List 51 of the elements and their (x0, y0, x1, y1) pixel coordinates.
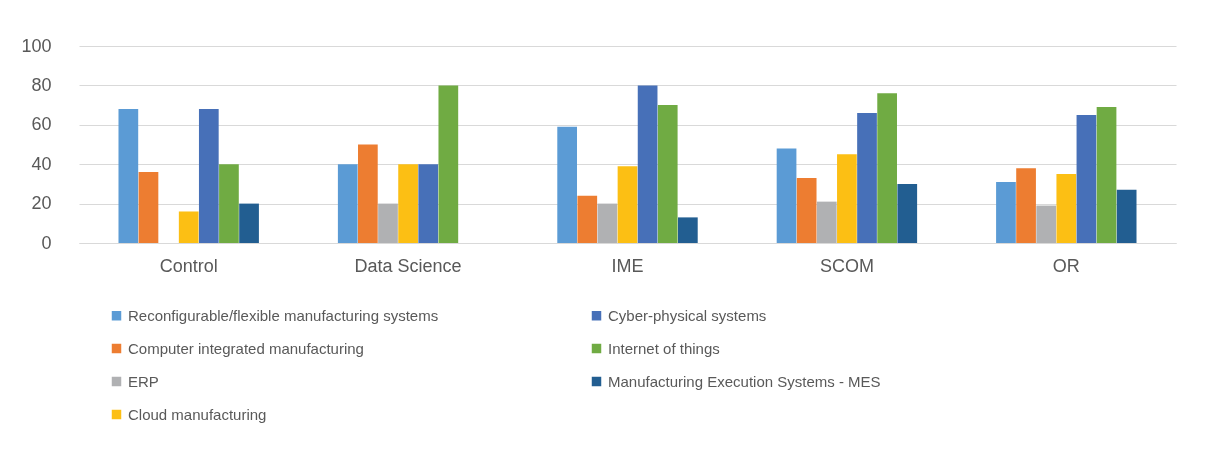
bar (378, 203, 398, 243)
bar (198, 109, 219, 243)
bar (358, 144, 378, 243)
x-tick-label: IME (611, 255, 644, 276)
bar (178, 211, 199, 243)
y-tick-label: 40 (31, 153, 52, 174)
bar (239, 203, 259, 243)
bar (1116, 189, 1137, 243)
y-tick-label: 0 (41, 232, 52, 253)
bar (617, 166, 638, 243)
y-tick-label: 20 (31, 193, 52, 214)
bar (776, 148, 797, 243)
bar (1056, 174, 1077, 243)
legend-label: Cyber-physical systems (608, 306, 767, 324)
legend-label: Computer integrated manufacturing (128, 339, 364, 357)
bar (1016, 168, 1036, 243)
bar (657, 105, 678, 243)
bar (816, 201, 837, 243)
bar (418, 164, 439, 243)
x-tick-label: Data Science (354, 255, 462, 276)
bar (877, 93, 897, 243)
bar (796, 177, 817, 243)
legend-label: Reconfigurable/flexible manufacturing systems (128, 306, 439, 324)
bar (857, 112, 877, 243)
legend-label: Cloud manufacturing (128, 405, 267, 423)
y-tick-label: 100 (21, 35, 52, 56)
bar (438, 85, 459, 243)
x-tick-label: OR (1052, 255, 1080, 276)
bar (398, 164, 418, 243)
bar (138, 172, 159, 243)
legend-label: Manufacturing Execution Systems - MES (608, 372, 881, 390)
bar (637, 85, 658, 243)
bar (118, 109, 139, 243)
y-tick-label: 60 (31, 114, 52, 135)
bar (577, 195, 598, 243)
bar (1076, 114, 1097, 243)
bar (677, 217, 698, 243)
bar (996, 181, 1016, 243)
bar (1036, 205, 1057, 243)
bar (837, 154, 857, 243)
bar (337, 164, 358, 243)
x-tick-label: SCOM (819, 255, 874, 276)
bar (1096, 107, 1117, 243)
bar (557, 126, 578, 243)
bar (597, 203, 618, 243)
bar (897, 183, 918, 243)
x-tick-label: Control (159, 255, 218, 276)
y-tick-label: 80 (31, 74, 52, 95)
legend-label: Internet of things (608, 339, 720, 357)
bar (219, 164, 239, 243)
legend-label: ERP (128, 372, 159, 390)
